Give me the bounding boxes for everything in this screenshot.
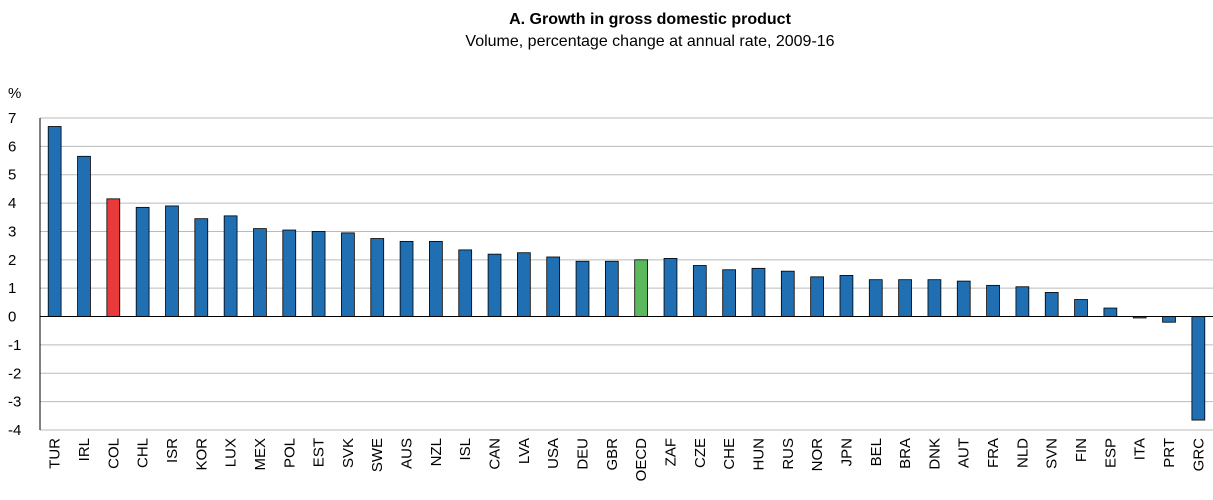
x-tick-label: LVA xyxy=(516,438,533,464)
bar xyxy=(1074,299,1088,317)
bar xyxy=(692,265,707,317)
bar xyxy=(810,276,824,317)
bar xyxy=(517,252,531,317)
x-tick-label: DEU xyxy=(575,438,592,470)
x-tick-label: CHL xyxy=(135,438,152,468)
bar xyxy=(604,260,619,317)
bar xyxy=(1044,292,1059,317)
y-tick-label: -4 xyxy=(8,422,21,439)
bar xyxy=(839,275,854,317)
bar xyxy=(1103,307,1118,317)
bar xyxy=(1015,286,1030,317)
x-tick-label: CAN xyxy=(487,438,504,470)
x-tick-label: JPN xyxy=(838,438,855,466)
x-tick-label: FIN xyxy=(1073,438,1090,462)
bar xyxy=(458,249,473,317)
x-tick-label: NOR xyxy=(809,438,826,472)
y-axis-label: % xyxy=(8,85,21,102)
chart-title: A. Growth in gross domestic product xyxy=(509,11,791,28)
x-tick-label: SVK xyxy=(340,438,357,468)
x-tick-label: LUX xyxy=(223,438,240,467)
bar xyxy=(282,229,297,317)
bar xyxy=(986,284,1000,317)
x-tick-label: POL xyxy=(281,438,298,468)
x-tick-label: BRA xyxy=(897,438,914,469)
x-tick-label: EST xyxy=(311,438,328,467)
x-tick-label: ZAF xyxy=(662,438,679,466)
x-tick-label: DNK xyxy=(926,438,943,470)
y-tick-label: 1 xyxy=(8,280,16,297)
bar xyxy=(77,155,91,317)
bar xyxy=(165,205,179,317)
x-tick-label: IRL xyxy=(76,438,93,461)
x-tick-label: SWE xyxy=(369,438,386,472)
y-tick-label: -2 xyxy=(8,365,21,382)
x-tick-label: ITA xyxy=(1132,438,1149,460)
bar xyxy=(927,279,942,317)
x-tick-label: PRT xyxy=(1161,438,1178,468)
bar xyxy=(956,280,971,317)
bar xyxy=(135,206,150,317)
x-tick-label: ISL xyxy=(457,438,474,461)
x-tick-label: TUR xyxy=(47,438,64,469)
bar xyxy=(868,279,883,317)
x-tick-label: AUT xyxy=(956,438,973,468)
x-tick-label: MEX xyxy=(252,438,269,471)
x-tick-label: CZE xyxy=(692,438,709,468)
bar xyxy=(898,279,912,317)
x-tick-label: ESP xyxy=(1102,438,1119,468)
x-tick-label: SVN xyxy=(1044,438,1061,469)
bar xyxy=(722,269,736,317)
bar xyxy=(546,256,561,317)
y-tick-label: 5 xyxy=(8,167,16,184)
bar xyxy=(253,228,267,317)
y-tick-label: 3 xyxy=(8,223,16,240)
bar xyxy=(106,198,121,317)
y-tick-label: -1 xyxy=(8,337,21,354)
bar xyxy=(399,240,414,317)
chart-subtitle: Volume, percentage change at annual rate… xyxy=(465,33,834,50)
bar xyxy=(1191,316,1206,421)
x-tick-label: OECD xyxy=(633,438,650,482)
x-tick-label: NZL xyxy=(428,438,445,466)
x-tick-label: RUS xyxy=(780,438,797,470)
x-tick-label: BEL xyxy=(868,438,885,466)
bar xyxy=(370,238,385,317)
bar xyxy=(634,259,649,317)
x-tick-label: AUS xyxy=(399,438,416,469)
bar xyxy=(1162,316,1176,323)
y-tick-label: 0 xyxy=(8,309,16,326)
bar xyxy=(223,215,238,317)
bar xyxy=(487,253,502,317)
bar xyxy=(194,218,209,317)
x-tick-label: KOR xyxy=(193,438,210,471)
x-tick-label: COL xyxy=(105,438,122,469)
y-tick-label: -3 xyxy=(8,394,21,411)
x-tick-label: HUN xyxy=(750,438,767,471)
y-tick-label: 4 xyxy=(8,195,16,212)
bar xyxy=(780,270,795,317)
x-tick-label: ISR xyxy=(164,438,181,463)
x-tick-label: GRC xyxy=(1190,438,1207,472)
x-tick-label: GBR xyxy=(604,438,621,471)
bar xyxy=(341,232,355,317)
y-tick-label: 2 xyxy=(8,252,16,269)
x-tick-label: CHE xyxy=(721,438,738,470)
bar xyxy=(311,231,326,317)
x-tick-label: USA xyxy=(545,438,562,469)
bar xyxy=(751,267,766,317)
bar xyxy=(429,240,443,317)
x-tick-label: NLD xyxy=(1014,438,1031,468)
x-tick-label: FRA xyxy=(985,438,1002,468)
y-tick-label: 7 xyxy=(8,110,16,127)
y-tick-label: 6 xyxy=(8,138,16,155)
bar xyxy=(47,126,62,317)
bar xyxy=(575,260,590,317)
bar xyxy=(663,257,678,317)
